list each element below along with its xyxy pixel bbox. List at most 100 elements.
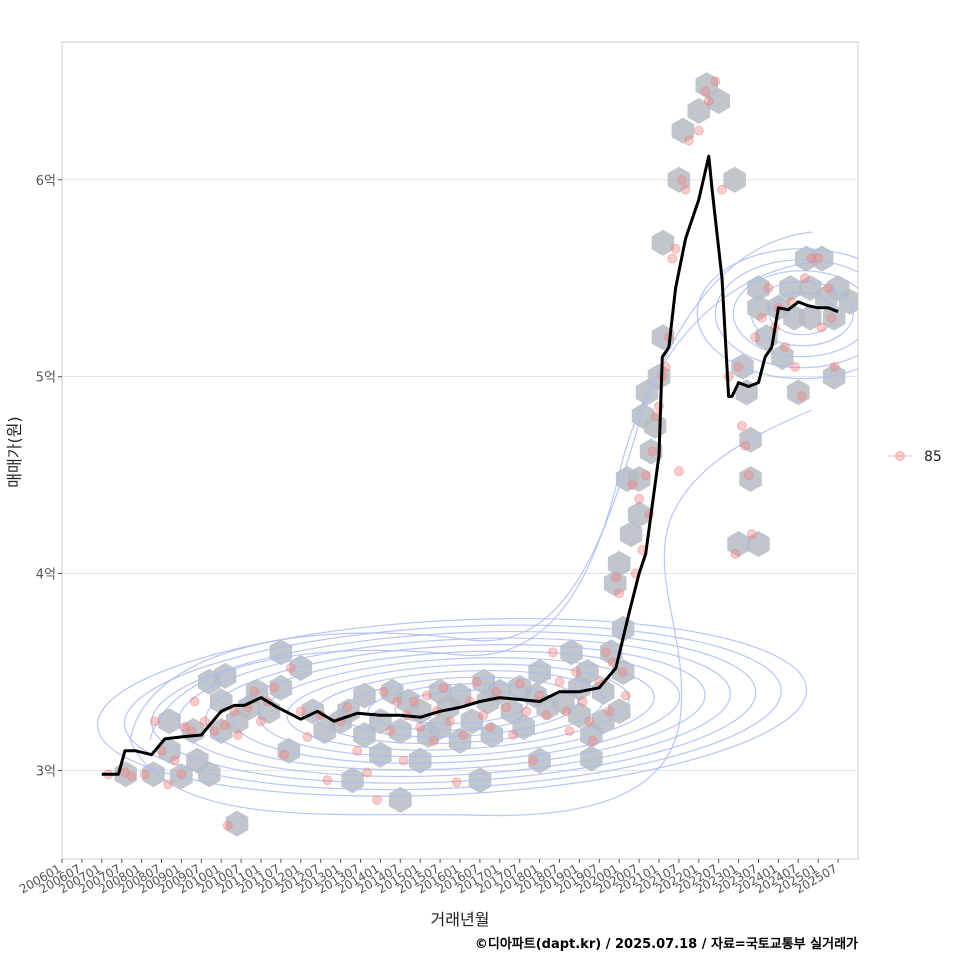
contour-main-5 (286, 663, 630, 751)
data-point-60 (547, 647, 558, 658)
hex-bin-86 (723, 166, 746, 193)
hex-bin-50 (512, 714, 535, 741)
data-point-74 (617, 666, 628, 677)
data-point-47 (458, 729, 469, 740)
data-point-82 (647, 446, 658, 457)
data-point-46 (451, 777, 462, 788)
hex-bin-40 (448, 682, 472, 709)
hex-bin-85 (707, 88, 730, 115)
data-point-39 (408, 696, 419, 707)
data-point-31 (352, 745, 363, 756)
y-axis: 3억 4억 5억 6억 (36, 174, 62, 779)
data-point-14 (219, 720, 230, 731)
hex-bin-56 (560, 639, 583, 666)
contour-main-1 (394, 689, 528, 725)
caption: ©디아파트(dapt.kr) / 2025.07.18 / 자료=국토교통부 실… (475, 936, 858, 952)
data-point-26 (302, 731, 313, 742)
hex-bin-17 (269, 674, 293, 701)
data-point-101 (733, 361, 744, 372)
hex-bin-46 (480, 722, 504, 748)
data-point-96 (703, 96, 714, 107)
data-point-51 (484, 722, 495, 733)
data-point-107 (756, 312, 767, 323)
data-point-4 (149, 716, 160, 727)
data-point-118 (816, 322, 827, 333)
hex-bin-81 (667, 166, 691, 193)
data-point-64 (571, 666, 582, 677)
trend-line-layer (101, 154, 839, 776)
hex-bin-35 (408, 747, 432, 774)
data-point-108 (763, 283, 774, 294)
data-point-98 (717, 184, 728, 195)
data-point-91 (677, 174, 688, 185)
hex-bin-20 (289, 655, 313, 681)
data-point-52 (491, 686, 502, 697)
data-point-117 (813, 253, 824, 264)
data-point-104 (743, 470, 754, 481)
hex-bin-25 (341, 767, 364, 794)
contour-main-2 (367, 683, 554, 731)
hex-bin-71 (619, 521, 643, 548)
contour-upper-4 (714, 259, 858, 369)
data-point-23 (279, 749, 290, 760)
data-point-75 (620, 690, 631, 701)
data-point-6 (163, 779, 174, 790)
data-point-13 (209, 726, 220, 737)
data-point-59 (541, 710, 552, 721)
data-point-94 (693, 125, 704, 136)
data-point-67 (587, 735, 598, 746)
data-point-53 (501, 702, 512, 713)
hex-bin-26 (353, 682, 376, 709)
data-point-8 (176, 769, 187, 780)
data-point-70 (604, 706, 615, 717)
data-point-66 (584, 716, 595, 727)
hex-bin-38 (428, 714, 452, 741)
data-point-116 (806, 253, 817, 264)
hex-bin-73 (627, 501, 651, 528)
data-point-100 (730, 548, 741, 559)
data-point-1 (120, 767, 131, 778)
data-point-93 (683, 135, 694, 146)
data-point-62 (561, 706, 572, 717)
hex-bin-76 (639, 438, 663, 465)
y-tick-label-1: 4억 (36, 568, 56, 583)
data-point-54 (508, 729, 519, 740)
legend-label: 85 (924, 449, 942, 465)
data-point-90 (673, 466, 684, 477)
data-point-103 (740, 440, 751, 451)
data-point-73 (614, 588, 625, 599)
data-point-55 (514, 678, 525, 689)
data-point-40 (415, 722, 426, 733)
x-axis: 2006012006072007012007072008012008072009… (17, 859, 840, 897)
data-point-95 (700, 86, 711, 97)
hex-bin-27 (353, 722, 376, 748)
legend-key-point (895, 451, 905, 461)
legend: 85 (888, 449, 942, 465)
data-point-63 (564, 726, 575, 737)
data-point-121 (829, 361, 840, 372)
data-point-20 (256, 716, 266, 727)
hex-bin-6 (198, 761, 221, 788)
data-point-3 (139, 769, 150, 780)
hex-bin-31 (389, 718, 412, 744)
contour-upper-3 (732, 270, 858, 358)
contour-upper-1 (768, 292, 836, 336)
data-point-35 (385, 726, 396, 737)
data-point-37 (398, 755, 409, 766)
hex-bin-93 (747, 294, 770, 321)
hex-bin-66 (607, 698, 631, 725)
contour-main-3 (340, 676, 579, 738)
hex-bin-90 (739, 466, 762, 492)
y-tick-label-2: 5억 (36, 371, 56, 386)
contour-main-12 (96, 617, 808, 797)
data-point-12 (199, 716, 210, 727)
data-point-92 (680, 184, 691, 195)
data-point-49 (471, 676, 482, 687)
data-point-106 (750, 332, 761, 343)
contour-main-10 (150, 630, 757, 784)
hex-bin-67 (607, 550, 631, 577)
density-contours (96, 231, 858, 817)
contour-outer-1 (129, 409, 813, 817)
hex-bin-103 (799, 304, 822, 331)
